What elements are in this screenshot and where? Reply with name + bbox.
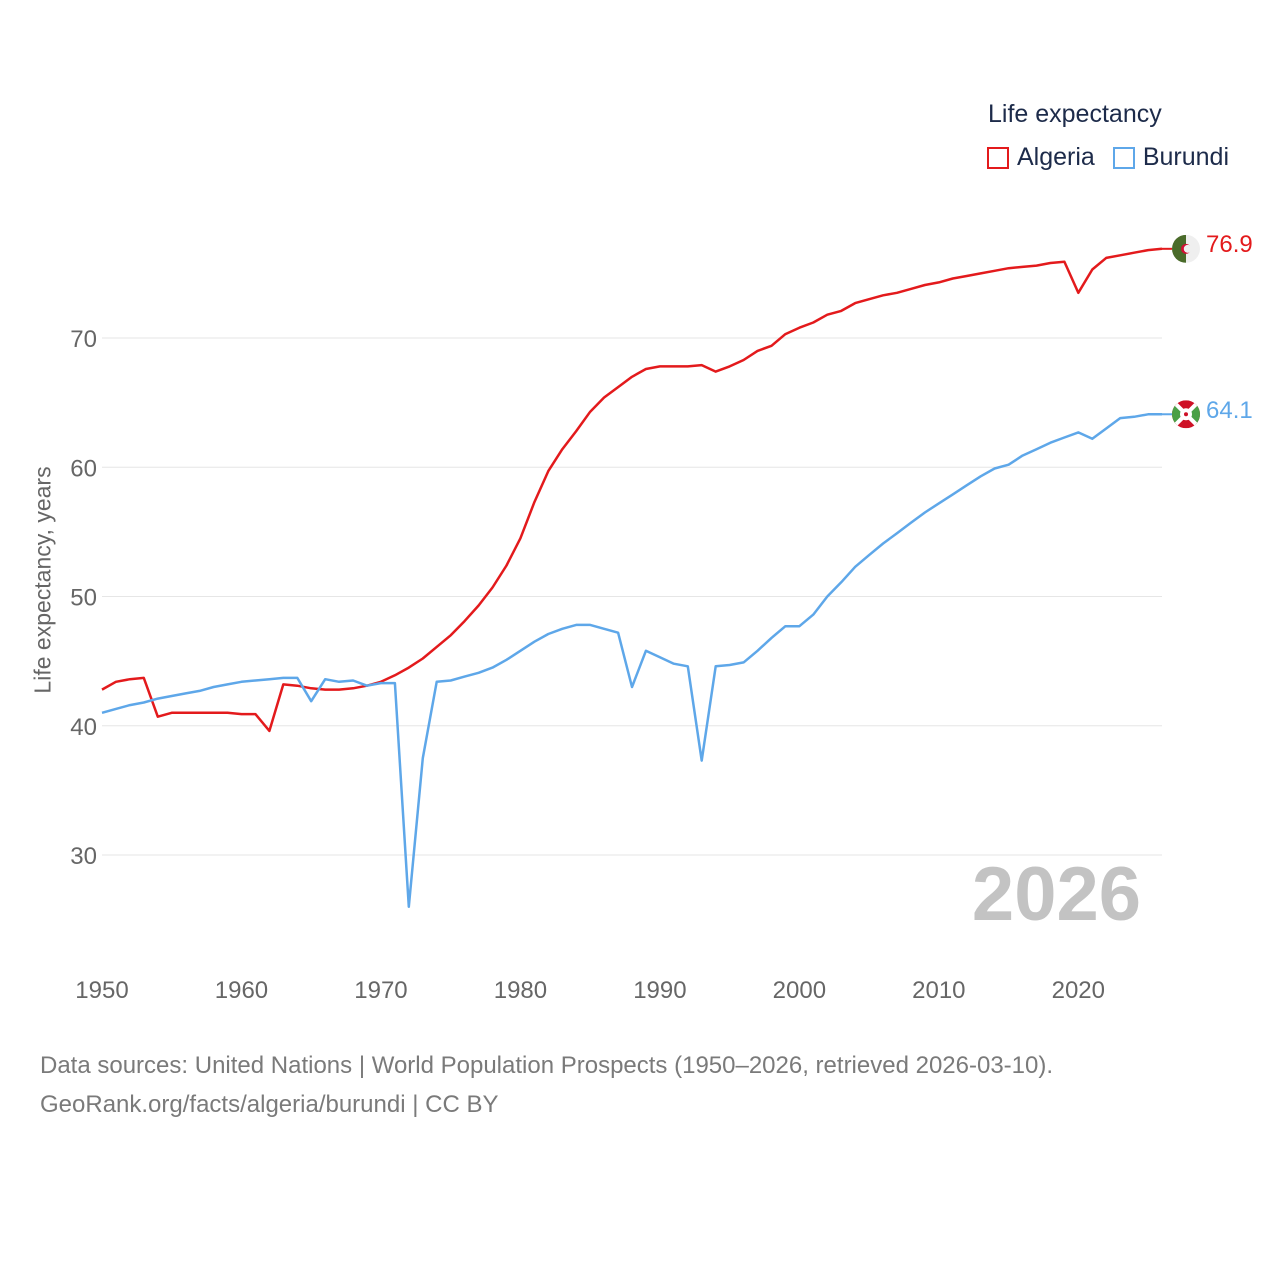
x-tick-label: 1950 bbox=[75, 977, 128, 1004]
x-tick-label: 1960 bbox=[215, 977, 268, 1004]
legend-item-burundi[interactable]: Burundi bbox=[1112, 143, 1229, 172]
gridlines bbox=[102, 337, 1162, 856]
x-tick-label: 2020 bbox=[1052, 977, 1105, 1004]
y-tick-label: 30 bbox=[70, 843, 97, 870]
x-tick-label: 2000 bbox=[773, 977, 826, 1004]
source-line-2[interactable]: GeoRank.org/facts/algeria/burundi | CC B… bbox=[40, 1091, 499, 1118]
legend-label-burundi: Burundi bbox=[1142, 143, 1229, 171]
x-tick-label: 1970 bbox=[354, 977, 407, 1004]
y-tick-label: 50 bbox=[70, 585, 97, 612]
source-line-1[interactable]: Data sources: United Nations | World Pop… bbox=[40, 1052, 1054, 1079]
x-tick-label: 1980 bbox=[494, 977, 547, 1004]
y-tick-label: 40 bbox=[70, 714, 97, 741]
x-axis-ticks: 1950 1960 1970 1980 1990 2000 2010 2020 bbox=[75, 977, 1105, 1004]
legend-swatch-burundi bbox=[1112, 146, 1135, 169]
series-line-burundi[interactable] bbox=[101, 413, 1162, 908]
y-tick-label: 70 bbox=[70, 326, 97, 353]
end-value-algeria: 76.9 bbox=[1206, 231, 1253, 258]
flag-burundi-icon bbox=[1172, 400, 1200, 429]
flag-algeria-icon bbox=[1172, 234, 1200, 263]
end-value-burundi: 64.1 bbox=[1206, 397, 1253, 424]
y-axis-ticks: 30 40 50 60 70 bbox=[70, 326, 97, 870]
legend-label-algeria: Algeria bbox=[1017, 143, 1095, 171]
legend-item-algeria[interactable]: Algeria bbox=[987, 143, 1095, 172]
y-tick-label: 60 bbox=[70, 455, 97, 482]
series-lines bbox=[101, 247, 1163, 908]
legend: Algeria Burundi bbox=[987, 143, 1247, 172]
source-note: Data sources: United Nations | World Pop… bbox=[40, 1046, 1053, 1124]
legend-title: Life expectancy bbox=[988, 100, 1162, 128]
year-badge: 2026 bbox=[971, 852, 1141, 937]
x-tick-label: 2010 bbox=[912, 977, 965, 1004]
y-axis-title: Life expectancy, years bbox=[29, 466, 56, 694]
legend-swatch-algeria bbox=[987, 146, 1009, 169]
series-line-algeria[interactable] bbox=[101, 247, 1163, 733]
end-markers bbox=[1162, 234, 1200, 429]
x-tick-label: 1990 bbox=[633, 977, 686, 1004]
